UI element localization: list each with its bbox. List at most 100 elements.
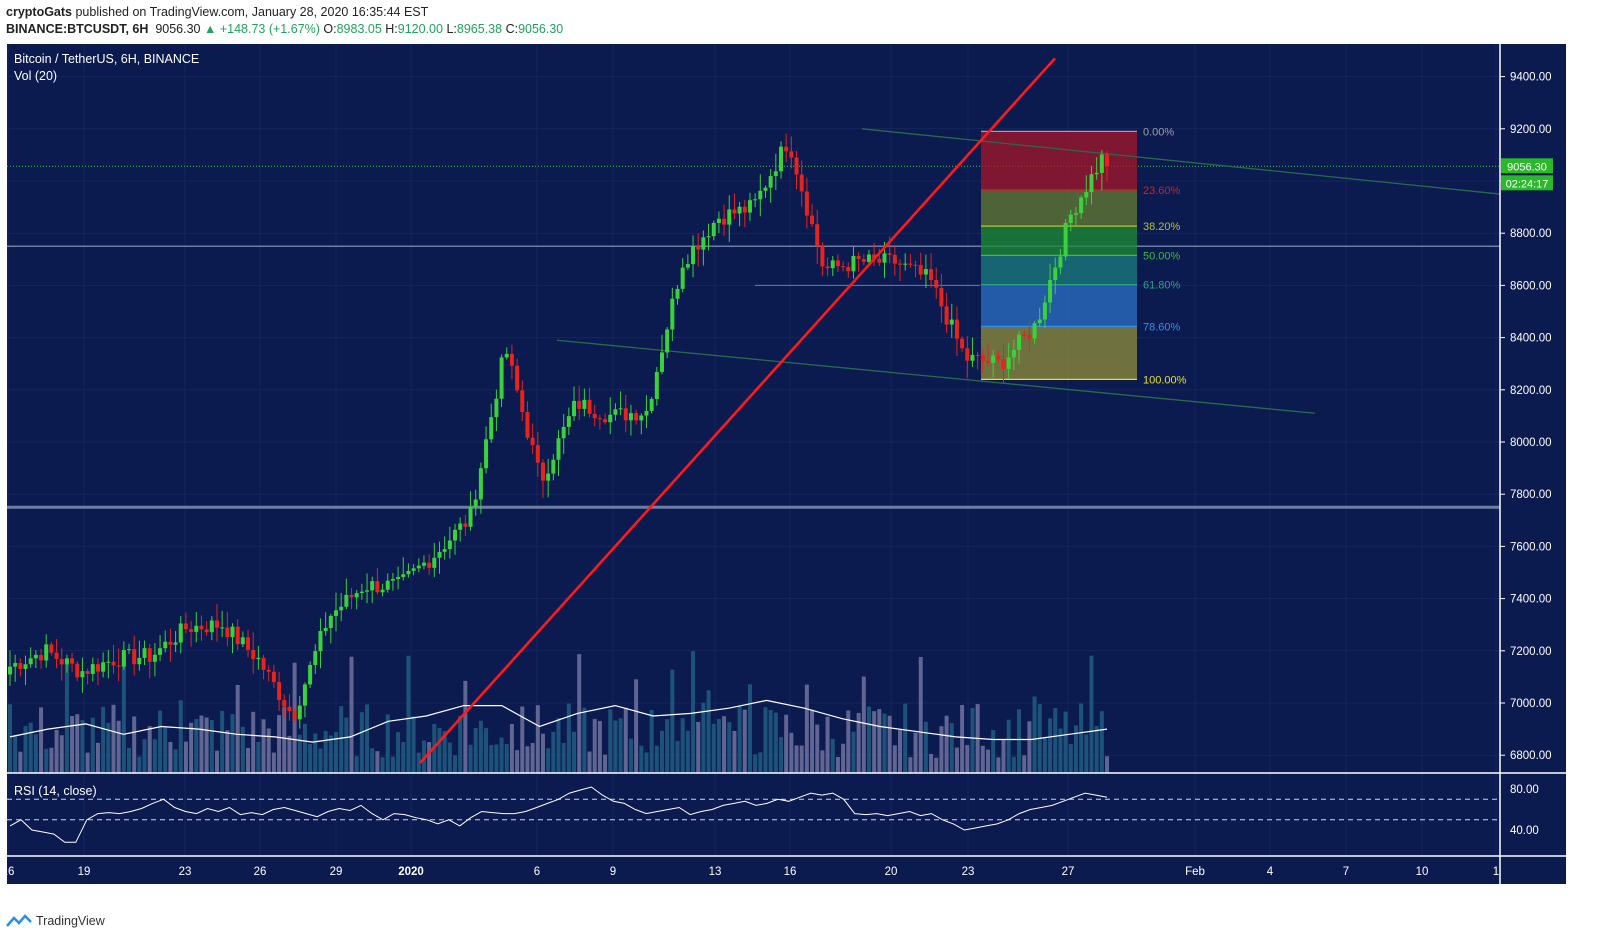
volume-bar bbox=[111, 704, 116, 773]
volume-bar bbox=[1048, 718, 1053, 773]
volume-bar bbox=[566, 703, 571, 773]
volume-bar bbox=[701, 702, 706, 773]
candle-body bbox=[199, 625, 204, 630]
low-label: L: bbox=[446, 22, 457, 36]
volume-bar bbox=[225, 730, 230, 773]
candle-body bbox=[597, 418, 602, 420]
volume-bar bbox=[722, 716, 727, 773]
candle-body bbox=[277, 682, 282, 700]
volume-bar bbox=[908, 757, 913, 773]
price-tick-label: 7400.00 bbox=[1510, 594, 1552, 606]
fib-zone bbox=[981, 131, 1137, 190]
volume-bar bbox=[1053, 708, 1058, 773]
candle-body bbox=[344, 594, 349, 607]
channel-lines[interactable] bbox=[556, 128, 1501, 414]
candle-body bbox=[996, 355, 1001, 360]
last-price-text: 9056.30 bbox=[155, 22, 201, 36]
candle-body bbox=[732, 209, 737, 214]
time-tick-label: 10 bbox=[1416, 866, 1429, 878]
price-change-text: ▲ +148.73 (+1.67%) bbox=[204, 22, 320, 36]
low-value: 8965.38 bbox=[456, 22, 503, 36]
candle-body bbox=[903, 263, 908, 265]
volume-bar bbox=[1001, 739, 1006, 773]
candle-body bbox=[592, 413, 597, 419]
candle-body bbox=[872, 254, 877, 259]
high-label: H: bbox=[385, 22, 398, 36]
close-label: C: bbox=[505, 22, 519, 36]
volume-bar bbox=[830, 738, 835, 773]
candle-body bbox=[318, 631, 323, 652]
volume-bar bbox=[189, 722, 194, 773]
channel-lower[interactable] bbox=[556, 339, 1316, 414]
publisher-name[interactable]: cryptoGats bbox=[6, 5, 72, 19]
volume-bar bbox=[401, 741, 406, 773]
volume-bar bbox=[654, 745, 659, 773]
candle-body bbox=[396, 576, 401, 580]
candle-body bbox=[90, 664, 95, 674]
volume-bar bbox=[18, 751, 23, 773]
candle-body bbox=[789, 151, 794, 158]
candle-body bbox=[59, 659, 64, 665]
volume-bar bbox=[509, 723, 514, 773]
publish-header: cryptoGats published on TradingView.com,… bbox=[6, 4, 563, 38]
candle-body bbox=[747, 200, 752, 213]
price-axis[interactable]: 6800.00 7000.00 7200.00 7400.00 7600.00 7800.… bbox=[1500, 72, 1552, 837]
volume-bar bbox=[287, 735, 292, 773]
volume-bar bbox=[540, 733, 545, 773]
volume-bar bbox=[458, 715, 463, 773]
volume-bar bbox=[23, 726, 28, 773]
volume-bar bbox=[804, 684, 809, 773]
volume-bar bbox=[344, 717, 349, 773]
candle-body bbox=[882, 253, 887, 263]
candle-body bbox=[1042, 302, 1047, 320]
volume-bar bbox=[478, 720, 483, 773]
rsi-indicator-label[interactable]: RSI (14, close) bbox=[14, 784, 97, 798]
volume-bar bbox=[204, 717, 209, 773]
time-axis[interactable]: 16 19 23 26 29 2020 6 9 13 16 20 23 27 Feb 4 7 10 1 bbox=[2, 866, 1500, 878]
fib-level-label: 23.60% bbox=[1143, 185, 1181, 197]
price-tag-box bbox=[1501, 158, 1553, 174]
candle-body bbox=[349, 594, 354, 598]
candle-body bbox=[504, 353, 509, 358]
footer-brand[interactable]: TradingView bbox=[6, 914, 105, 928]
candle-body bbox=[478, 468, 483, 500]
candle-body bbox=[649, 398, 654, 411]
candle-body bbox=[1079, 197, 1084, 214]
horizontal-levels[interactable] bbox=[7, 165, 1500, 509]
volume-indicator-label[interactable]: Vol (20) bbox=[14, 69, 58, 83]
candle-body bbox=[701, 237, 706, 250]
volume-bar bbox=[95, 742, 100, 773]
volume-bar bbox=[794, 745, 799, 773]
fibonacci-retracement[interactable]: 0.00% 23.60% 38.20% 50.00% 61.80% 78.60% 100.0… bbox=[981, 126, 1187, 386]
volume-bar bbox=[277, 715, 282, 773]
time-tick-label: 2020 bbox=[398, 866, 424, 878]
trendline-segment[interactable] bbox=[419, 57, 1056, 764]
candle-body bbox=[608, 414, 613, 423]
channel-upper[interactable] bbox=[861, 128, 1501, 195]
publish-info: published on TradingView.com, January 28… bbox=[72, 5, 429, 19]
candle-body bbox=[551, 459, 556, 474]
volume-bar bbox=[256, 741, 261, 773]
volume-bar bbox=[634, 679, 639, 773]
fib-level-label: 78.60% bbox=[1143, 321, 1181, 333]
candle-body bbox=[473, 499, 478, 507]
volume-bar bbox=[116, 720, 121, 773]
volume-bar bbox=[696, 721, 701, 773]
volume-bar bbox=[137, 756, 142, 773]
candle-body bbox=[266, 669, 271, 672]
candle-body bbox=[530, 437, 535, 446]
candle-body bbox=[639, 415, 644, 421]
volume-bar bbox=[732, 730, 737, 773]
candle-body bbox=[587, 399, 592, 414]
candle-body bbox=[908, 263, 913, 265]
volume-bar bbox=[499, 737, 504, 773]
volume-bar bbox=[101, 706, 106, 773]
candle-body bbox=[132, 649, 137, 665]
candle-body bbox=[572, 400, 577, 417]
candle-body bbox=[261, 657, 266, 670]
candle-body bbox=[375, 581, 380, 593]
candle-body bbox=[282, 699, 287, 707]
trendline[interactable] bbox=[419, 57, 1056, 764]
volume-bar bbox=[587, 751, 592, 773]
